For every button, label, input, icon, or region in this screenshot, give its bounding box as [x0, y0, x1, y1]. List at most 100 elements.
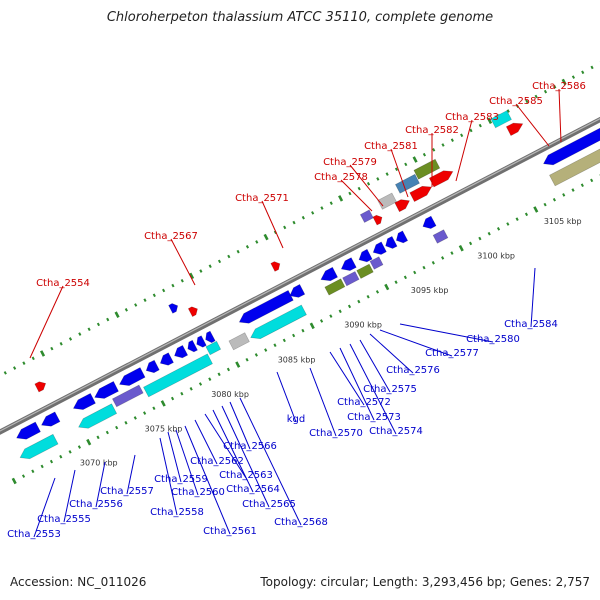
- tick-inner: [31, 469, 35, 474]
- leader-line: [194, 419, 218, 465]
- gene-label-plus: Ctha_2582: [405, 125, 459, 136]
- gene-label-plus: Ctha_2579: [323, 157, 377, 168]
- leader-line: [221, 405, 270, 508]
- tick-outer: [13, 366, 17, 370]
- tick-inner: [133, 416, 137, 420]
- tick-outer: [525, 99, 529, 104]
- tick-inner: [11, 477, 17, 485]
- tick-inner: [170, 396, 175, 401]
- gene-label-plus: Ctha_2567: [144, 231, 198, 242]
- tick-outer: [534, 94, 538, 99]
- tick-outer: [581, 70, 585, 75]
- tick-outer: [487, 117, 493, 125]
- tick-outer: [189, 272, 195, 280]
- gene-minus: [16, 421, 41, 440]
- tick-inner: [143, 411, 147, 415]
- gene-minus-tan: [549, 148, 600, 187]
- gene-minus-slate: [111, 384, 144, 408]
- tick-outer: [96, 322, 101, 327]
- tick-inner: [441, 256, 445, 260]
- tick-outer: [329, 201, 333, 205]
- tick-inner: [254, 353, 258, 357]
- leader-line: [339, 347, 375, 421]
- gene-label-minus: Ctha_2575: [363, 384, 417, 395]
- tick-inner: [105, 430, 109, 435]
- tick-outer: [162, 288, 166, 293]
- leader-line: [359, 339, 391, 393]
- gene-minus: [174, 344, 189, 359]
- tick-inner: [96, 435, 100, 440]
- tick-outer: [40, 350, 46, 357]
- scale-label: 3075 kbp: [145, 425, 183, 434]
- tick-inner: [180, 391, 184, 396]
- gene-plus: [187, 306, 198, 318]
- tick-inner: [21, 474, 26, 478]
- tick-inner: [273, 343, 277, 348]
- tick-outer: [180, 278, 184, 283]
- gene-plus: [168, 303, 179, 314]
- gene-label-plus: Ctha_2585: [489, 96, 543, 107]
- gene-minus-slate: [432, 229, 449, 244]
- gene-label-minus: Ctha_2562: [190, 456, 244, 467]
- tick-inner: [533, 206, 539, 213]
- leader-line: [184, 425, 231, 535]
- gene-minus: [358, 248, 373, 263]
- accession-text: Accession: NC_011026: [10, 575, 147, 589]
- tick-outer: [208, 264, 212, 269]
- gene-minus-cyan: [143, 353, 213, 398]
- gene-label-plus: Ctha_2581: [364, 141, 418, 152]
- tick-inner: [543, 202, 547, 207]
- gene-plus: [359, 209, 374, 223]
- gene-label-minus: Ctha_2564: [226, 484, 280, 495]
- tick-inner: [152, 406, 156, 411]
- tick-outer: [311, 211, 315, 215]
- tick-inner: [506, 222, 510, 226]
- tick-inner: [580, 183, 584, 188]
- scale-labels: 3070 kbp 3075 kbp 3080 kbp 3085 kbp 3090 kbp…: [80, 217, 582, 467]
- scale-label: 3100 kbp: [477, 251, 515, 260]
- tick-outer: [394, 167, 399, 172]
- leader-line: [229, 401, 251, 450]
- gene-minus-cyan: [205, 340, 222, 356]
- genome-summary: Topology: circular; Length: 3,293,456 bp…: [260, 575, 590, 589]
- gene-label-minus: Ctha_2570: [309, 428, 363, 439]
- tick-outer: [199, 269, 203, 273]
- tick-outer: [236, 249, 240, 254]
- backbone-highlight: [0, 117, 600, 432]
- gene-label-minus: Ctha_2563: [219, 470, 273, 481]
- tick-outer: [506, 109, 510, 113]
- tick-inner: [124, 420, 128, 425]
- gene-label-minus: Ctha_2555: [37, 514, 91, 525]
- tick-inner: [282, 338, 286, 343]
- tick-outer: [478, 123, 482, 128]
- gene-plus: [394, 199, 410, 213]
- leader-line: [95, 461, 106, 508]
- leader-line: [379, 329, 453, 357]
- tick-outer: [245, 245, 250, 249]
- tick-inner: [301, 328, 305, 333]
- label-leader-lines: [29, 88, 562, 538]
- gene-minus-cyan: [19, 433, 59, 460]
- tick-inner: [235, 361, 241, 368]
- tick-outer: [441, 143, 445, 147]
- tick-inner: [562, 193, 566, 197]
- tick-inner: [375, 290, 380, 294]
- tick-inner: [115, 425, 119, 430]
- gene-minus: [372, 241, 387, 255]
- tick-outer: [3, 371, 7, 375]
- gene-label-minus: Ctha_2568: [274, 517, 328, 528]
- leader-line: [170, 238, 196, 286]
- tick-inner: [292, 333, 296, 338]
- tick-inner: [189, 387, 193, 391]
- genome-backbone: [0, 116, 600, 435]
- gene-label-plus: Ctha_2583: [445, 112, 499, 123]
- leader-line: [167, 431, 182, 483]
- tick-inner: [394, 280, 398, 284]
- gene-minus: [395, 230, 409, 244]
- tick-inner: [347, 304, 352, 309]
- tick-inner: [59, 454, 63, 459]
- gene-labels: Ctha_2554 Ctha_2567 Ctha_2571 Ctha_2578 Ctha…: [7, 81, 586, 540]
- tick-outer: [376, 177, 380, 181]
- tick-inner: [319, 319, 324, 323]
- gene-features: [16, 110, 600, 460]
